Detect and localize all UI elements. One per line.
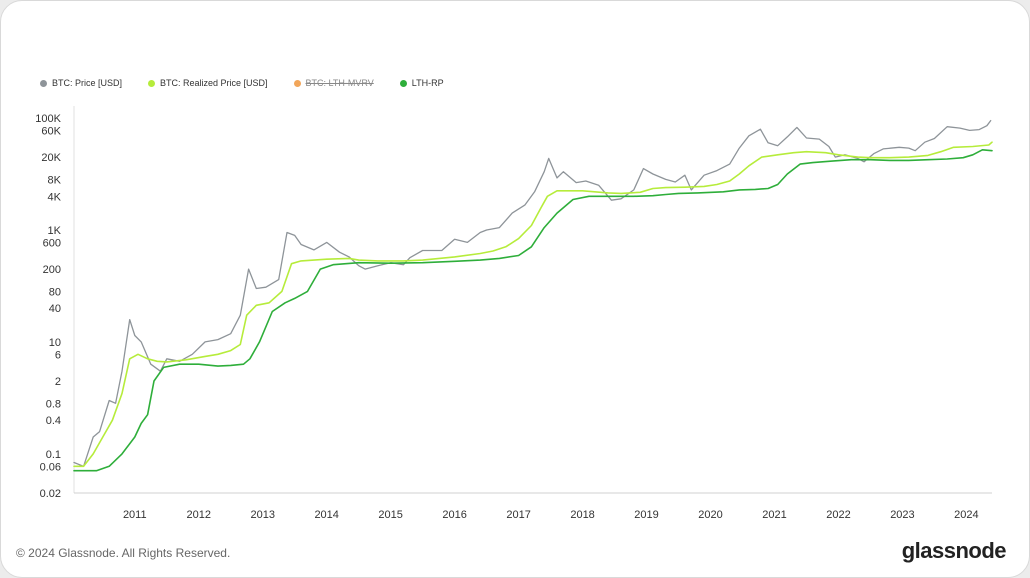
y-tick-label: 20K [41, 152, 61, 164]
legend-label-btc-price: BTC: Price [USD] [52, 78, 123, 88]
x-tick-label: 2013 [250, 509, 274, 521]
y-tick-label: 1K [48, 225, 62, 237]
x-tick-label: 2022 [826, 509, 850, 521]
y-tick-label: 0.06 [40, 461, 61, 473]
x-tick-label: 2020 [698, 509, 722, 521]
x-tick-label: 2014 [314, 509, 338, 521]
y-tick-label: 600 [43, 237, 61, 249]
y-tick-label: 0.02 [40, 488, 61, 500]
legend-dot-btc-price [40, 79, 47, 87]
x-tick-label: 2019 [634, 509, 658, 521]
legend-label-lth-rp: LTH-RP [411, 78, 444, 88]
glassnode-logo[interactable]: glassnode [901, 538, 1007, 563]
x-tick-label: 2015 [378, 509, 402, 521]
y-tick-label: 0.8 [46, 398, 61, 410]
legend-item-lth-rp[interactable]: LTH-RP [399, 78, 444, 88]
y-tick-label: 0.1 [46, 449, 61, 461]
legend-dot-lth-mvrv [293, 79, 301, 87]
y-tick-label: 100K [35, 113, 61, 125]
x-tick-label: 2024 [954, 509, 978, 521]
series-line-1 [73, 141, 993, 468]
y-tick-label: 200 [43, 264, 61, 276]
chart-legend: BTC: Price [USD] BTC: Realized Price [US… [40, 78, 444, 88]
x-tick-label: 2017 [506, 509, 530, 521]
x-tick-label: 2023 [890, 509, 914, 521]
series-line-2 [73, 149, 993, 472]
legend-label-lth-mvrv: BTC: LTH-MVRV [305, 78, 374, 88]
legend-dot-realized-price [148, 79, 156, 87]
y-tick-label: 6 [55, 349, 61, 361]
x-tick-label: 2012 [187, 509, 211, 521]
x-tick-label: 2016 [442, 509, 466, 521]
y-tick-label: 4K [48, 191, 62, 203]
y-tick-label: 40 [49, 303, 61, 315]
series-line-0 [73, 119, 992, 467]
legend-label-realized-price: BTC: Realized Price [USD] [160, 78, 268, 88]
legend-dot-lth-rp [399, 79, 407, 87]
y-tick-label: 0.4 [46, 415, 61, 427]
x-tick-label: 2018 [570, 509, 594, 521]
x-tick-label: 2021 [762, 509, 786, 521]
footer-copyright: © 2024 Glassnode. All Rights Reserved. [16, 546, 231, 560]
y-tick-label: 8K [48, 174, 62, 186]
legend-item-lth-mvrv[interactable]: BTC: LTH-MVRV [293, 78, 374, 88]
y-tick-label: 80 [49, 286, 61, 298]
legend-item-realized-price[interactable]: BTC: Realized Price [USD] [148, 78, 268, 88]
y-tick-label: 2 [55, 376, 61, 388]
legend-item-btc-price[interactable]: BTC: Price [USD] [40, 78, 122, 88]
y-tick-label: 60K [41, 125, 61, 137]
y-tick-label: 10 [49, 337, 61, 349]
x-tick-label: 2011 [123, 509, 147, 521]
